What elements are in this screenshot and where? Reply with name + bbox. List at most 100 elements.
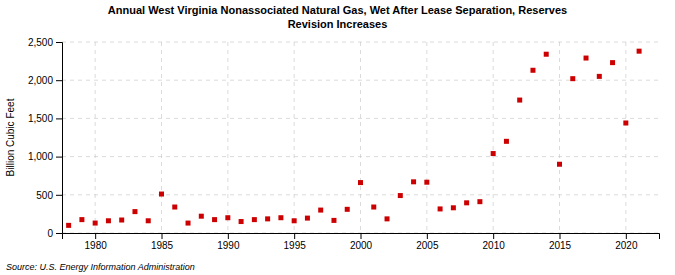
tick-mark xyxy=(56,80,62,81)
chart: 1980 1985 1990 1995 2000 2005 2010 2015 2020 0 500… xyxy=(0,0,675,275)
axis-line xyxy=(56,43,63,234)
tick-label: 0 xyxy=(47,228,53,239)
point xyxy=(318,208,323,213)
tick-label: 2005 xyxy=(416,240,439,251)
grid-line xyxy=(62,194,659,195)
tick: 1990 xyxy=(217,233,240,251)
point xyxy=(132,209,137,214)
annotation: Source: U.S. Energy Information Administ… xyxy=(6,262,195,272)
title-line: Annual West Virginia Nonassociated Natur… xyxy=(108,4,567,16)
grid-line xyxy=(625,42,626,233)
point xyxy=(637,49,642,54)
tick-label: 2,500 xyxy=(28,37,53,48)
point xyxy=(530,68,535,73)
tick: 2,000 xyxy=(28,75,62,86)
grid-line xyxy=(227,42,228,233)
tick-label: 2010 xyxy=(483,240,506,251)
point xyxy=(438,206,443,211)
point xyxy=(424,180,429,185)
grid-line xyxy=(426,42,427,233)
tick-label: 2000 xyxy=(350,240,373,251)
point xyxy=(292,218,297,223)
point xyxy=(411,179,416,184)
point xyxy=(517,98,522,103)
tick-label: 500 xyxy=(36,190,53,201)
point xyxy=(146,218,151,223)
point xyxy=(305,216,310,221)
point xyxy=(398,193,403,198)
tick: 1,500 xyxy=(28,113,62,124)
point xyxy=(119,218,124,223)
grid-line xyxy=(493,42,494,233)
point xyxy=(66,223,71,228)
point xyxy=(225,215,230,220)
tick: 1985 xyxy=(151,233,174,251)
point xyxy=(106,218,111,223)
tick-label: 1,500 xyxy=(28,113,53,124)
point xyxy=(212,217,217,222)
point xyxy=(159,192,164,197)
point xyxy=(186,221,191,226)
tick-mark xyxy=(56,157,62,158)
point xyxy=(610,60,615,65)
tick: 2010 xyxy=(483,233,506,251)
tick-label: 1990 xyxy=(217,240,240,251)
grid-line xyxy=(62,42,659,43)
grid-line xyxy=(360,42,361,233)
point xyxy=(464,200,469,205)
tick-mark xyxy=(294,233,295,239)
tick-mark xyxy=(56,42,62,43)
grid-line xyxy=(62,118,659,119)
point xyxy=(239,219,244,224)
grid-line xyxy=(559,42,560,233)
point xyxy=(570,76,575,81)
point xyxy=(93,221,98,226)
plot-area: 1980 1985 1990 1995 2000 2005 2010 2015 2020 0 500… xyxy=(28,37,660,251)
tick-label: 2,000 xyxy=(28,75,53,86)
grid-line xyxy=(62,80,659,81)
point xyxy=(477,199,482,204)
tick-mark xyxy=(162,233,163,239)
point xyxy=(623,120,628,125)
y-axis: 0 500 1,000 1,500 2,000 2,500 xyxy=(28,37,63,239)
tick-mark xyxy=(228,233,229,239)
tick: 500 xyxy=(36,190,62,201)
point xyxy=(172,205,177,210)
tick-mark xyxy=(56,233,62,234)
point xyxy=(597,74,602,79)
point xyxy=(265,216,270,221)
tick-mark xyxy=(626,233,627,239)
tick-mark xyxy=(56,118,62,119)
tick-label: 2020 xyxy=(615,240,638,251)
tick-mark xyxy=(560,233,561,239)
point xyxy=(79,217,84,222)
grid-line xyxy=(294,42,295,233)
tick-mark xyxy=(427,233,428,239)
y-axis-label: Billion Cubic Feet xyxy=(5,98,16,176)
points xyxy=(66,49,641,228)
tick-label: 2015 xyxy=(549,240,572,251)
tick-label: 1,000 xyxy=(28,151,53,162)
tick: 1995 xyxy=(284,233,307,251)
grid-line xyxy=(161,42,162,233)
point xyxy=(358,180,363,185)
grid-line xyxy=(95,42,96,233)
tick-label: 1985 xyxy=(151,240,174,251)
tick: 2015 xyxy=(549,233,572,251)
tick-mark xyxy=(95,233,96,239)
tick-mark xyxy=(56,195,62,196)
tick: 1980 xyxy=(85,233,108,251)
point xyxy=(345,207,350,212)
tick: 2,500 xyxy=(28,37,62,48)
point xyxy=(584,56,589,61)
grid xyxy=(62,42,659,233)
tick: 1,000 xyxy=(28,151,62,162)
tick-label: 1995 xyxy=(284,240,307,251)
point xyxy=(252,217,257,222)
title-line: Revision Increases xyxy=(288,18,388,30)
tick: 2005 xyxy=(416,233,439,251)
title: Annual West Virginia Nonassociated Natur… xyxy=(108,4,567,30)
point xyxy=(544,52,549,57)
point xyxy=(451,205,456,210)
point xyxy=(278,215,283,220)
